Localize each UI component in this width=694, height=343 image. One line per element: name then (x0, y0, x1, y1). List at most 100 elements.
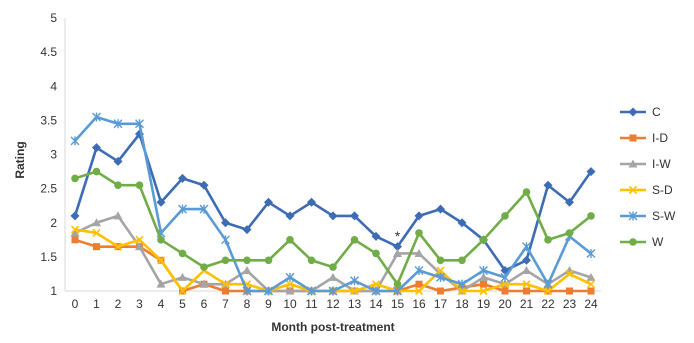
data-point (70, 211, 80, 221)
y-tick-label: 1 (50, 284, 57, 298)
data-point (178, 173, 187, 183)
data-point (71, 236, 79, 244)
data-point (70, 228, 80, 237)
annotations: * (395, 228, 401, 244)
data-point (586, 248, 596, 258)
x-tick-label: 20 (498, 297, 512, 311)
data-point (200, 263, 208, 271)
x-tick-label: 3 (136, 297, 143, 311)
significance-marker: * (395, 228, 401, 244)
data-point (92, 167, 101, 176)
legend: C I-D I-W S-D S-W W (620, 105, 676, 249)
legend-label: S-D (652, 183, 673, 197)
x-tick-label: 0 (72, 297, 79, 311)
x-tick-label: 1 (93, 297, 100, 311)
legend-marker (628, 159, 638, 168)
x-tick-label: 8 (244, 297, 251, 311)
data-point (199, 180, 209, 190)
data-point (350, 286, 359, 296)
data-point (586, 167, 596, 177)
x-tick-label: 2 (115, 297, 122, 311)
x-tick-label: 9 (265, 297, 272, 311)
data-point (93, 243, 100, 251)
data-point (500, 280, 510, 289)
data-point (285, 280, 295, 289)
data-point (307, 286, 316, 296)
data-point (566, 287, 573, 295)
x-tick-label: 18 (455, 297, 469, 311)
x-axis-title: Month post-treatment (271, 320, 394, 334)
data-point (242, 266, 252, 275)
data-point (436, 204, 445, 214)
data-point (135, 119, 144, 129)
data-point (350, 236, 359, 244)
data-point (371, 280, 381, 289)
data-point (285, 211, 295, 221)
data-point (286, 236, 294, 244)
data-point (92, 112, 101, 122)
x-tick-label: 6 (201, 297, 208, 311)
data-point (522, 242, 531, 252)
data-point (307, 197, 316, 207)
y-tick-label: 4 (50, 79, 57, 93)
data-point (393, 280, 402, 288)
legend-label: I-D (652, 131, 668, 145)
x-tick-label: 7 (222, 297, 229, 311)
x-tick-label: 13 (348, 297, 362, 311)
data-point (458, 256, 466, 265)
data-point (199, 279, 209, 288)
y-tick-label: 4.5 (40, 45, 57, 59)
x-tick-label: 22 (541, 297, 555, 311)
series-w (71, 167, 595, 288)
series-group (70, 112, 596, 296)
data-point (436, 272, 445, 282)
x-tick-label: 16 (412, 297, 426, 311)
data-point (285, 272, 295, 282)
legend-label: C (652, 105, 661, 119)
data-point (113, 242, 123, 251)
data-point (156, 256, 166, 265)
data-point (221, 280, 230, 289)
legend-item: W (620, 235, 664, 249)
data-point (523, 287, 530, 295)
y-tick-label: 3.5 (40, 113, 57, 127)
data-point (178, 272, 187, 281)
legend-marker (628, 185, 638, 195)
data-point (328, 286, 338, 296)
x-tick-label: 15 (391, 297, 405, 311)
data-point (350, 211, 359, 221)
data-point (92, 143, 101, 153)
data-point (71, 174, 79, 183)
data-point (457, 279, 467, 289)
data-point (587, 212, 595, 220)
data-point (135, 235, 144, 244)
data-point (92, 228, 101, 238)
data-point (501, 287, 509, 295)
data-point (500, 272, 510, 282)
data-point (350, 276, 359, 286)
data-point (264, 286, 273, 296)
data-point (393, 242, 402, 252)
data-point (436, 266, 445, 275)
data-point (393, 286, 402, 296)
data-point (479, 272, 488, 281)
data-point (522, 255, 531, 265)
data-point (70, 136, 80, 146)
data-point (414, 266, 424, 276)
data-point (479, 236, 488, 244)
legend-item: I-D (620, 131, 668, 145)
x-tick-label: 19 (477, 297, 491, 311)
data-point (372, 249, 380, 258)
data-point (522, 188, 531, 196)
legend-marker (628, 211, 638, 221)
data-point (371, 231, 381, 241)
legend-marker (629, 238, 637, 246)
data-point (242, 225, 252, 235)
data-point (242, 286, 252, 296)
data-point (221, 235, 230, 245)
data-point (70, 225, 80, 234)
data-point (371, 286, 381, 296)
data-point (135, 181, 144, 190)
data-point (328, 272, 338, 281)
